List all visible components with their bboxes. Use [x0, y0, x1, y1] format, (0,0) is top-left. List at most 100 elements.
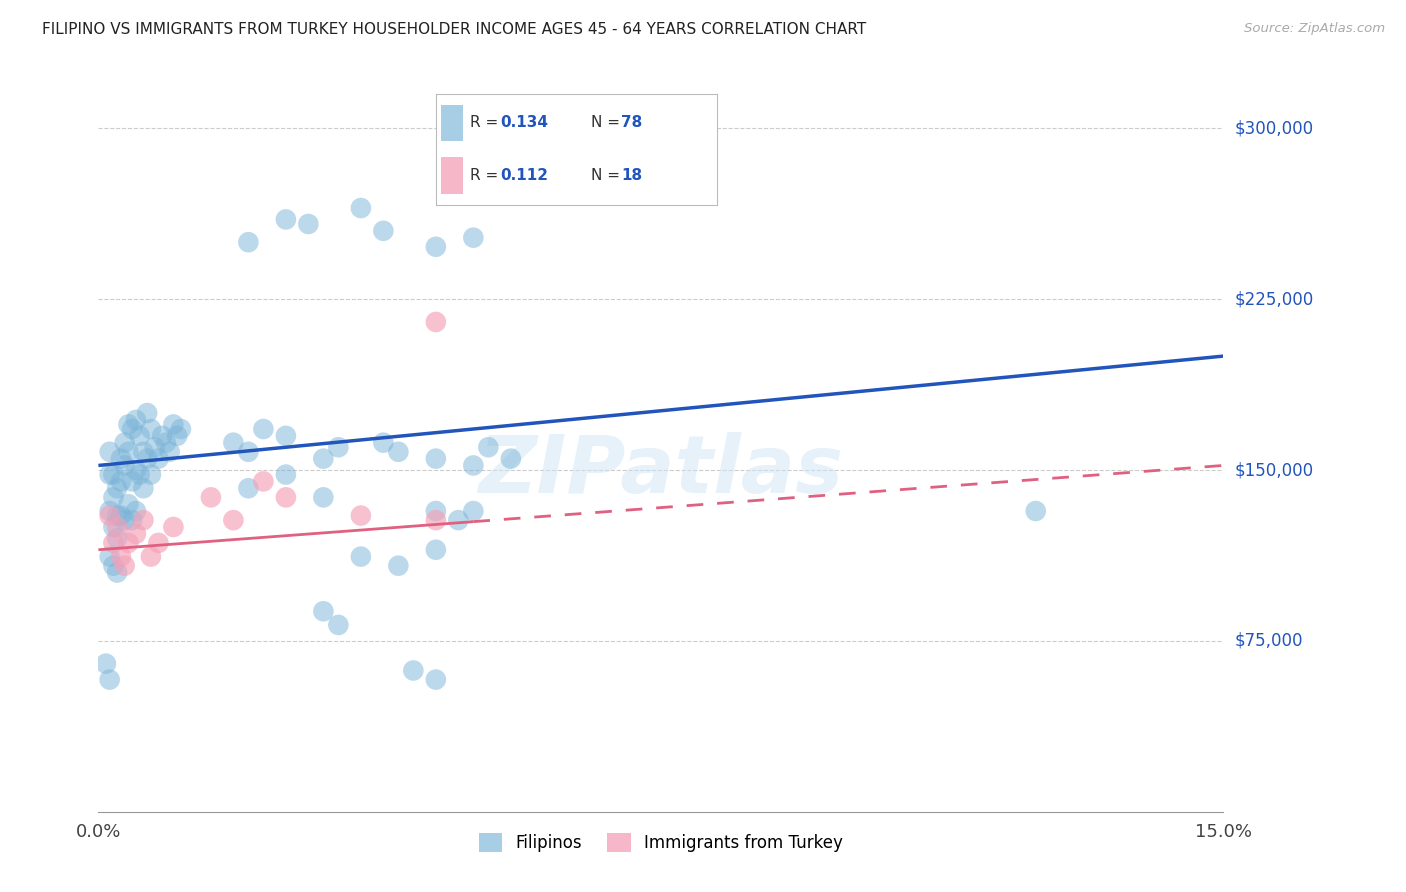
- Point: [105, 566, 128, 580]
- Point: [132, 481, 155, 495]
- Point: [274, 491, 297, 505]
- Point: [477, 440, 499, 454]
- Point: [139, 467, 162, 482]
- Text: $150,000: $150,000: [1234, 461, 1313, 479]
- Point: [128, 467, 150, 482]
- Point: [238, 235, 260, 250]
- Point: [117, 417, 139, 432]
- Point: [148, 451, 170, 466]
- Point: [425, 240, 447, 254]
- Point: [238, 481, 260, 495]
- Point: [274, 212, 297, 227]
- Point: [499, 451, 522, 466]
- Point: [447, 513, 470, 527]
- Point: [297, 217, 319, 231]
- Point: [222, 513, 245, 527]
- Point: [155, 435, 177, 450]
- Point: [1025, 504, 1047, 518]
- Legend: Filipinos, Immigrants from Turkey: Filipinos, Immigrants from Turkey: [472, 826, 849, 859]
- Point: [252, 422, 274, 436]
- Point: [162, 520, 184, 534]
- Point: [238, 444, 260, 458]
- Point: [125, 504, 148, 518]
- Point: [274, 467, 297, 482]
- Point: [350, 201, 373, 215]
- Point: [114, 558, 136, 573]
- Point: [170, 422, 193, 436]
- Point: [425, 504, 447, 518]
- Point: [328, 440, 350, 454]
- Point: [139, 549, 162, 564]
- Point: [425, 315, 447, 329]
- Point: [162, 417, 184, 432]
- Point: [312, 491, 335, 505]
- Point: [114, 435, 136, 450]
- Point: [121, 422, 143, 436]
- Point: [312, 451, 335, 466]
- Point: [425, 451, 447, 466]
- Point: [373, 224, 395, 238]
- Point: [136, 451, 159, 466]
- Point: [387, 444, 409, 458]
- Text: Source: ZipAtlas.com: Source: ZipAtlas.com: [1244, 22, 1385, 36]
- Point: [463, 458, 485, 473]
- Point: [114, 513, 136, 527]
- Point: [110, 508, 132, 523]
- Point: [121, 513, 143, 527]
- Point: [132, 513, 155, 527]
- Point: [150, 429, 173, 443]
- Point: [103, 467, 125, 482]
- Point: [98, 444, 121, 458]
- Point: [425, 542, 447, 557]
- Point: [125, 526, 148, 541]
- Point: [110, 475, 132, 489]
- Point: [98, 549, 121, 564]
- Point: [252, 475, 274, 489]
- Point: [105, 508, 128, 523]
- Point: [159, 444, 181, 458]
- Point: [98, 504, 121, 518]
- Point: [222, 435, 245, 450]
- Point: [425, 673, 447, 687]
- Point: [125, 413, 148, 427]
- Point: [105, 481, 128, 495]
- Point: [103, 520, 125, 534]
- Point: [312, 604, 335, 618]
- Point: [166, 429, 188, 443]
- Point: [139, 422, 162, 436]
- Point: [110, 451, 132, 466]
- Point: [94, 657, 117, 671]
- Point: [463, 230, 485, 244]
- Point: [350, 549, 373, 564]
- Point: [117, 497, 139, 511]
- Text: ZIPatlas: ZIPatlas: [478, 432, 844, 510]
- Point: [98, 467, 121, 482]
- Text: $300,000: $300,000: [1234, 120, 1313, 137]
- Point: [103, 536, 125, 550]
- Point: [105, 520, 128, 534]
- Point: [117, 444, 139, 458]
- Point: [105, 532, 128, 546]
- Point: [200, 491, 222, 505]
- Point: [148, 536, 170, 550]
- Point: [125, 463, 148, 477]
- Point: [128, 429, 150, 443]
- Point: [132, 444, 155, 458]
- Point: [402, 664, 425, 678]
- Point: [103, 558, 125, 573]
- Point: [121, 475, 143, 489]
- Point: [143, 440, 166, 454]
- Text: $225,000: $225,000: [1234, 290, 1313, 308]
- Point: [350, 508, 373, 523]
- Point: [425, 513, 447, 527]
- Point: [110, 549, 132, 564]
- Point: [328, 618, 350, 632]
- Point: [274, 429, 297, 443]
- Text: $75,000: $75,000: [1234, 632, 1303, 650]
- Point: [103, 491, 125, 505]
- Point: [114, 458, 136, 473]
- Point: [387, 558, 409, 573]
- Text: FILIPINO VS IMMIGRANTS FROM TURKEY HOUSEHOLDER INCOME AGES 45 - 64 YEARS CORRELA: FILIPINO VS IMMIGRANTS FROM TURKEY HOUSE…: [42, 22, 866, 37]
- Point: [117, 536, 139, 550]
- Point: [373, 435, 395, 450]
